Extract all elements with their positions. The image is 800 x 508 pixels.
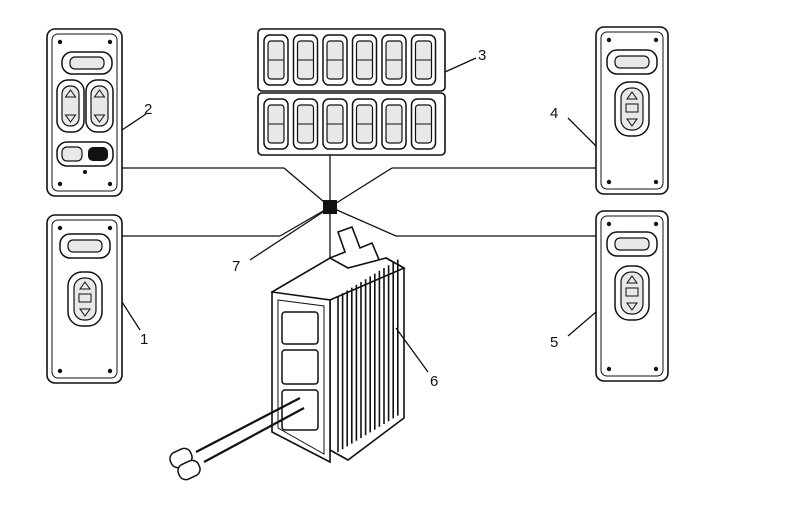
callout-2: 2 [144,101,152,118]
switch-bank-3 [257,28,446,156]
switch-panel-4 [595,26,669,195]
junction-box-icon [323,200,337,214]
harness-wires [122,155,596,258]
switch-panel-5 [595,210,669,382]
callout-4: 4 [550,105,558,122]
control-module-icon [169,225,406,481]
callout-leaders [121,57,597,373]
callout-7: 7 [232,258,240,275]
callout-3: 3 [478,47,486,64]
switch-panel-1 [46,214,123,384]
callout-6: 6 [430,373,438,390]
callout-1: 1 [140,331,148,348]
switch-panel-2 [46,28,123,197]
callout-5: 5 [550,334,558,351]
